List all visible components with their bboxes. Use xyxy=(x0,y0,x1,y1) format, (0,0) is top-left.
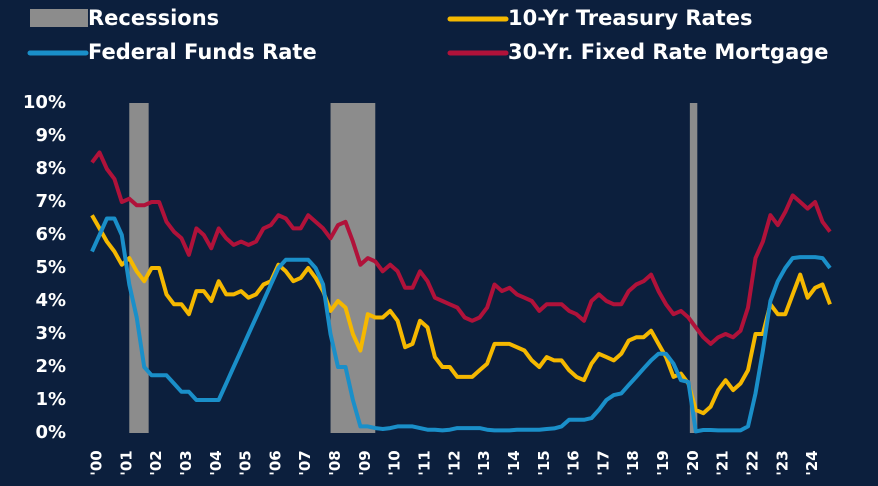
legend-swatch xyxy=(30,9,88,27)
x-tick-label: '11 xyxy=(416,450,434,475)
x-tick-label: '17 xyxy=(594,450,612,475)
legend-label: Recessions xyxy=(88,6,219,30)
y-tick-label: 6% xyxy=(35,224,66,245)
x-tick-label: '00 xyxy=(88,450,106,475)
x-tick-label: '21 xyxy=(714,450,732,475)
legend-label: 10-Yr Treasury Rates xyxy=(508,6,752,30)
x-tick-label: '10 xyxy=(386,450,404,475)
x-tick-label: '07 xyxy=(296,450,314,475)
x-tick-label: '15 xyxy=(535,450,553,475)
x-tick-label: '08 xyxy=(326,450,344,475)
x-tick-label: '12 xyxy=(445,450,463,475)
legend-label: 30-Yr. Fixed Rate Mortgage xyxy=(508,40,829,64)
x-tick-label: '04 xyxy=(207,450,225,475)
x-tick-label: '24 xyxy=(803,450,821,475)
y-tick-label: 5% xyxy=(35,257,66,278)
x-tick-label: '05 xyxy=(237,450,255,475)
y-tick-label: 4% xyxy=(35,290,66,311)
y-tick-label: 3% xyxy=(35,323,66,344)
series-line xyxy=(90,214,832,416)
x-tick-label: '22 xyxy=(744,450,762,475)
legend-label: Federal Funds Rate xyxy=(88,40,317,64)
y-tick-label: 8% xyxy=(35,158,66,179)
x-tick-label: '14 xyxy=(505,450,523,475)
x-tick-label: '03 xyxy=(177,450,195,475)
x-tick-label: '09 xyxy=(356,450,374,475)
x-tick-label: '01 xyxy=(117,450,135,475)
x-tick-label: '13 xyxy=(475,450,493,475)
y-tick-label: 9% xyxy=(35,125,66,146)
recession-band xyxy=(330,103,376,433)
x-tick-label: '06 xyxy=(266,450,284,475)
x-tick-label: '02 xyxy=(147,450,165,475)
y-tick-label: 0% xyxy=(35,422,66,443)
series-line xyxy=(90,216,832,434)
y-tick-label: 2% xyxy=(35,356,66,377)
x-tick-label: '20 xyxy=(684,450,702,475)
recession-band xyxy=(689,103,698,433)
recession-band xyxy=(129,103,149,433)
series-line xyxy=(90,150,832,346)
y-tick-label: 7% xyxy=(35,191,66,212)
y-tick-label: 1% xyxy=(35,389,66,410)
x-tick-label: '16 xyxy=(565,450,583,475)
x-tick-label: '18 xyxy=(624,450,642,475)
x-tick-label: '23 xyxy=(773,450,791,475)
x-tick-label: '19 xyxy=(654,450,672,475)
y-tick-label: 10% xyxy=(23,92,66,113)
